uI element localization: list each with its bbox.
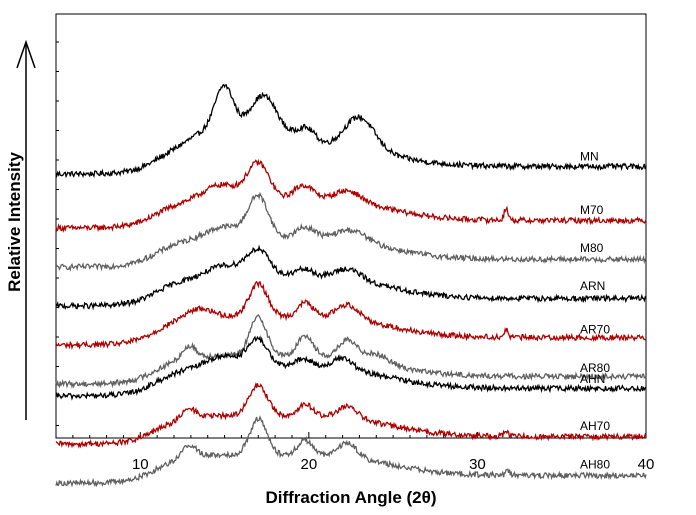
x-tick-label: 30 [469, 456, 486, 473]
series-label-m80: M80 [580, 241, 604, 255]
series-line-mn [55, 83, 647, 179]
series-label-ar80: AR80 [580, 361, 610, 375]
series-line-ar80 [55, 313, 647, 389]
series-line-arn [55, 244, 647, 311]
x-axis-title: Diffraction Angle (2θ) [265, 488, 436, 507]
plot-area [55, 13, 647, 439]
series-label-arn: ARN [580, 279, 605, 293]
y-axis-arrowhead [16, 39, 36, 69]
series-line-ah70 [55, 381, 647, 449]
series-line-ahn [55, 335, 647, 401]
series-line-ah80 [55, 415, 647, 488]
series-label-ar70: AR70 [580, 323, 610, 337]
series-label-m70: M70 [580, 203, 604, 217]
series-label-ah80: AH80 [580, 457, 610, 471]
series-line-ar70 [55, 280, 647, 350]
x-tick-label: 10 [132, 456, 149, 473]
series-line-m80 [55, 191, 647, 272]
y-axis-title: Relative Intensity [5, 152, 24, 292]
series-label-mn: MN [580, 150, 599, 164]
series-label-ahn: AHN [580, 372, 605, 386]
series-label-ah70: AH70 [580, 419, 610, 433]
x-tick-label: 40 [638, 456, 655, 473]
series-line-m70 [55, 158, 647, 233]
x-tick-label: 20 [301, 456, 318, 473]
